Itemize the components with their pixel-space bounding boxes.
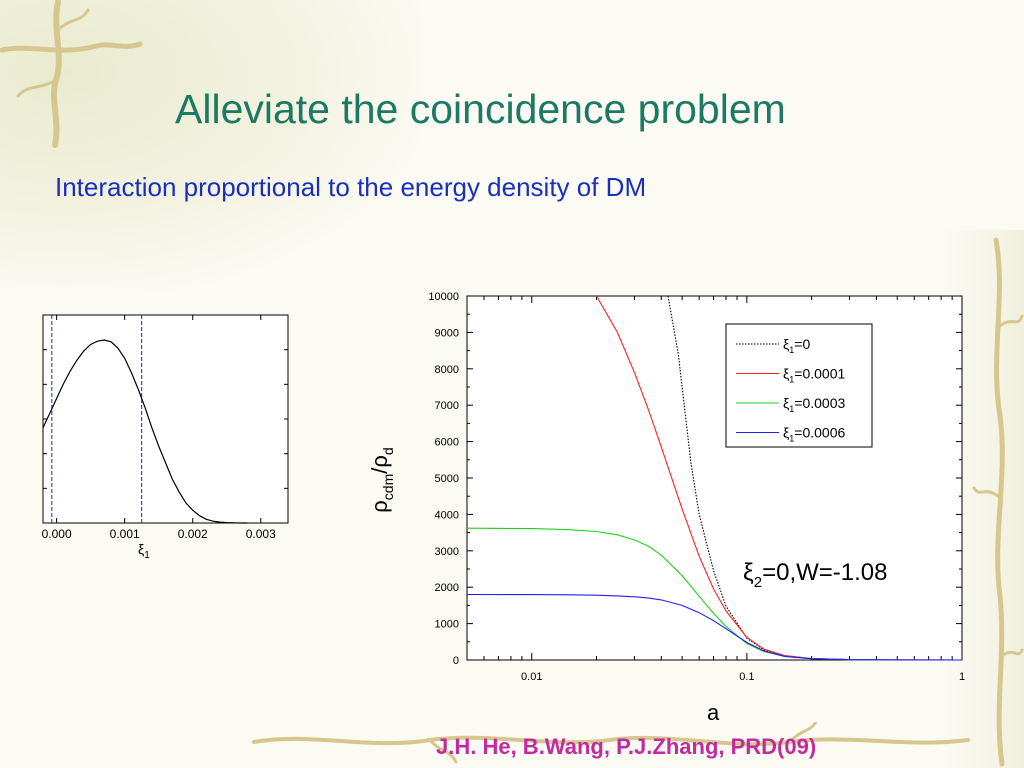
- x-tick-label: 1: [959, 671, 965, 683]
- x-tick-label: 0.000: [42, 527, 72, 541]
- vine-decoration-bottom: [252, 722, 970, 764]
- x-tick-label: 0.002: [178, 527, 208, 541]
- vine-decoration-right: [972, 237, 1024, 767]
- y-tick-label: 7000: [435, 400, 459, 412]
- x-tick-label: 0.003: [246, 527, 276, 541]
- y-tick-label: 6000: [435, 437, 459, 449]
- legend-box: [725, 323, 873, 448]
- x-tick-label: 0.1: [739, 671, 754, 683]
- legend-label: ξ1=0.0001: [783, 366, 846, 385]
- x-tick-label: 0.001: [110, 527, 140, 541]
- legend-label: ξ1=0.0003: [783, 395, 846, 414]
- energy-density-ratio-chart: 0 1000 2000 3000 4000 5000 6000 7000 8000 9000 100…: [367, 291, 965, 725]
- y-tick-label: 10000: [428, 291, 459, 303]
- y-tick-label: 2000: [435, 582, 459, 594]
- distribution-plot: 0.000 0.001 0.002 0.003 ξ1: [42, 314, 289, 561]
- y-axis-label: ρcdm/ρd: [367, 447, 396, 512]
- series-line: [667, 295, 963, 661]
- x-axis-label: a: [707, 700, 720, 725]
- y-tick-label: 4000: [435, 509, 459, 521]
- y-tick-label: 1000: [435, 619, 459, 631]
- legend-label: ξ1=0.0006: [783, 425, 846, 444]
- plot-frame: [42, 314, 289, 524]
- x-axis-label: ξ1: [138, 541, 150, 561]
- vine-decoration-topleft: [0, 0, 143, 148]
- legend-label: ξ1=0: [783, 336, 810, 355]
- citation-reference: J.H. He, B.Wang, P.J.Zhang, PRD(09): [436, 734, 817, 759]
- y-tick-label: 8000: [435, 364, 459, 376]
- y-tick-label: 3000: [435, 546, 459, 558]
- y-tick-label: 9000: [435, 327, 459, 339]
- slide-subtitle: Interaction proportional to the energy d…: [55, 172, 647, 202]
- y-tick-label: 0: [453, 655, 459, 667]
- chart-annotation: ξ2=0,W=-1.08: [743, 559, 888, 591]
- series-line: [466, 593, 963, 661]
- x-tick-label: 0.01: [521, 671, 542, 683]
- y-tick-label: 5000: [435, 473, 459, 485]
- slide-title: Alleviate the coincidence problem: [175, 86, 786, 132]
- distribution-curve: [42, 339, 248, 524]
- plot-frame: [466, 295, 963, 661]
- chart-legend: ξ1=0 ξ1=0.0001 ξ1=0.0003 ξ1=0.0006: [725, 323, 873, 448]
